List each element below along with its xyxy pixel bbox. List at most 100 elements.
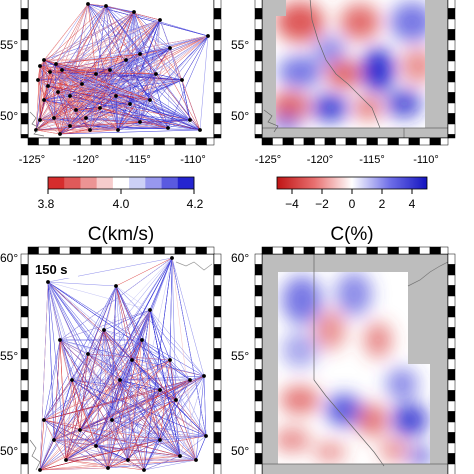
station-marker bbox=[80, 82, 84, 86]
frame-segment bbox=[293, 246, 305, 255]
ray-path bbox=[71, 339, 143, 381]
ray-path bbox=[109, 69, 191, 121]
frame-segment bbox=[20, 390, 29, 402]
ray-path bbox=[111, 419, 145, 471]
frame-segment bbox=[213, 18, 222, 30]
ray-path bbox=[115, 257, 173, 287]
ray-path bbox=[181, 35, 209, 81]
frame-segment bbox=[447, 39, 456, 51]
station-marker bbox=[126, 458, 130, 462]
border-line bbox=[313, 379, 385, 467]
ray-path bbox=[71, 379, 197, 461]
ray-path bbox=[35, 129, 61, 135]
frame-segment bbox=[27, 137, 39, 146]
frame-segment bbox=[293, 137, 305, 146]
frame-segment bbox=[254, 348, 263, 360]
ray-path bbox=[39, 69, 111, 121]
frame-segment bbox=[254, 123, 263, 135]
ray-path bbox=[65, 445, 97, 461]
ray-path bbox=[53, 439, 67, 461]
frame-segment bbox=[213, 316, 222, 328]
ray-path bbox=[39, 119, 61, 135]
ray-path bbox=[61, 69, 183, 81]
ray-path bbox=[43, 3, 89, 101]
frame-segment bbox=[254, 264, 263, 276]
ray-path bbox=[129, 99, 151, 105]
anomaly-blob bbox=[282, 276, 322, 324]
frame-segment bbox=[213, 400, 222, 412]
frame-segment bbox=[254, 400, 263, 412]
frame-segment bbox=[213, 134, 222, 139]
ray-path bbox=[131, 359, 161, 441]
ray-path bbox=[139, 35, 209, 55]
ray-path bbox=[71, 379, 97, 447]
frame-segment bbox=[254, 60, 263, 72]
ray-path bbox=[49, 53, 141, 73]
ray-path bbox=[47, 281, 171, 361]
station-marker bbox=[42, 98, 46, 102]
ray-path bbox=[127, 389, 161, 461]
colorbar-swatch bbox=[145, 177, 162, 189]
ray-path bbox=[143, 379, 191, 471]
frame-segment bbox=[254, 358, 263, 370]
ray-path bbox=[43, 353, 89, 421]
ray-path bbox=[79, 339, 143, 431]
ray-path bbox=[53, 117, 61, 135]
station-marker bbox=[158, 388, 162, 392]
frame-segment bbox=[20, 274, 29, 286]
frame-segment bbox=[185, 137, 197, 146]
ray-path bbox=[59, 121, 141, 135]
ray-path bbox=[35, 103, 131, 131]
ray-path bbox=[119, 359, 133, 381]
ray-path bbox=[139, 53, 183, 81]
ray-path bbox=[43, 79, 183, 101]
station-marker bbox=[140, 338, 144, 342]
ray-path bbox=[175, 375, 205, 401]
ray-path bbox=[59, 339, 205, 377]
ray-path bbox=[111, 339, 143, 421]
frame-segment bbox=[447, 369, 456, 381]
ray-path bbox=[141, 339, 205, 377]
frame-segment bbox=[195, 246, 207, 255]
ray-path bbox=[39, 119, 119, 131]
ray-path bbox=[47, 281, 97, 447]
frame-segment bbox=[213, 102, 222, 114]
ray-path bbox=[171, 257, 205, 377]
station-marker bbox=[86, 352, 90, 356]
ray-path bbox=[117, 103, 131, 131]
ray-path bbox=[59, 339, 129, 461]
ray-path bbox=[49, 71, 59, 93]
colorbar-swatch bbox=[80, 177, 97, 189]
frame-segment bbox=[20, 50, 29, 62]
ray-path bbox=[111, 375, 205, 421]
frame-segment bbox=[324, 137, 336, 146]
station-marker bbox=[124, 58, 128, 62]
ray-path bbox=[47, 281, 145, 471]
ray-path bbox=[141, 339, 161, 441]
ray-path bbox=[87, 353, 197, 461]
frame-segment bbox=[447, 316, 456, 328]
ray-path bbox=[179, 455, 197, 461]
ray-path bbox=[39, 379, 121, 471]
ray-path bbox=[119, 379, 161, 391]
ray-path bbox=[71, 285, 117, 381]
ray-path bbox=[59, 53, 141, 135]
ray-path bbox=[39, 5, 107, 121]
frame-segment bbox=[20, 327, 29, 339]
ray-path bbox=[107, 439, 161, 469]
ray-path bbox=[119, 309, 151, 381]
ray-path bbox=[89, 103, 131, 131]
frame-segment bbox=[213, 274, 222, 286]
ray-path bbox=[149, 309, 171, 361]
colorbar-swatch bbox=[129, 177, 146, 189]
frame-segment bbox=[213, 92, 222, 104]
anomaly-blob bbox=[356, 404, 388, 436]
colorbar-tick-label: 4.2 bbox=[187, 197, 204, 211]
ray-path bbox=[133, 11, 201, 131]
station-marker bbox=[52, 116, 56, 120]
station-marker bbox=[46, 84, 50, 88]
station-marker bbox=[180, 78, 184, 82]
ray-path bbox=[99, 107, 201, 131]
ray-path bbox=[131, 359, 177, 401]
ray-path bbox=[39, 419, 113, 471]
